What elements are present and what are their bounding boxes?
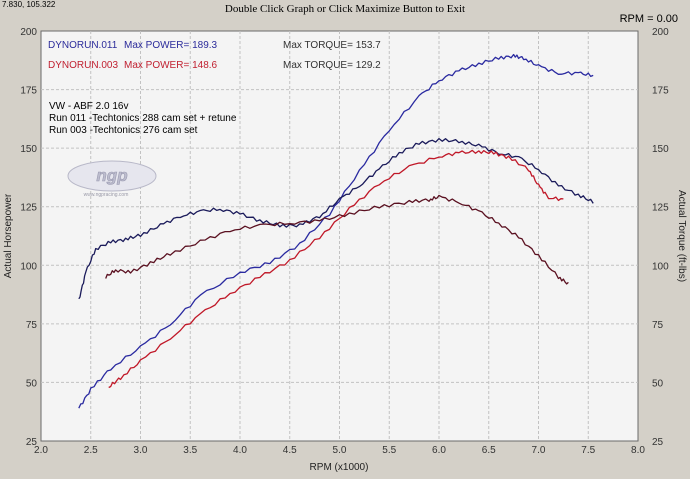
y-tick-label-right: 150 <box>652 144 669 155</box>
x-tick-label: 7.0 <box>532 445 546 456</box>
y-tick-label-left: 25 <box>26 437 38 448</box>
y-tick-label-left: 100 <box>20 261 37 272</box>
series-group <box>78 53 594 409</box>
ngp-logo: ngp www.ngpracing.com <box>67 160 157 198</box>
logo-swoosh <box>67 160 157 192</box>
note-run-003: Run 003 -Techtonics 276 cam set <box>49 125 198 136</box>
legend: DYNORUN.011 Max POWER= 189.3 Max TORQUE=… <box>48 40 381 71</box>
logo-subtext: www.ngpracing.com <box>84 192 129 198</box>
y-tick-label-left: 75 <box>26 320 38 331</box>
y-tick-label-right: 100 <box>652 261 669 272</box>
legend-run-1: DYNORUN.011 <box>48 40 118 51</box>
notes: VW - ABF 2.0 16v Run 011 -Techtonics 288… <box>49 101 237 136</box>
y-tick-label-left: 175 <box>20 86 37 97</box>
y-axis-left-label: Actual Horsepower <box>3 193 14 278</box>
rpm-readout: RPM = 0.00 <box>619 13 678 25</box>
series-line-run-011-power <box>78 53 594 409</box>
y-tick-label-right: 175 <box>652 86 669 97</box>
series-line-run-003-torque <box>105 194 569 285</box>
y-axis-right-label: Actual Torque (ft-lbs) <box>676 190 687 282</box>
y-tick-label-left: 50 <box>26 378 38 389</box>
note-run-011: Run 011 -Techtonics 288 cam set + retune <box>49 113 237 124</box>
y-tick-label-left: 150 <box>20 144 37 155</box>
series-line-run-003-power <box>108 149 564 389</box>
x-tick-label: 5.0 <box>333 445 347 456</box>
y-axis-left-ticks: 25 50 75 100 125 150 175 200 <box>20 27 37 448</box>
x-tick-label: 4.5 <box>283 445 297 456</box>
y-tick-label-left: 200 <box>20 27 37 38</box>
x-axis-ticks: 2.0 2.5 3.0 3.5 4.0 4.5 5.0 5.5 6.0 6.5 7.0 7.5 8.0 <box>34 445 645 456</box>
y-tick-label-right: 75 <box>652 320 664 331</box>
logo-text: ngp <box>96 166 127 185</box>
x-tick-label: 3.0 <box>134 445 148 456</box>
y-tick-label-right: 50 <box>652 378 664 389</box>
legend-run-2: DYNORUN.003 <box>48 60 118 71</box>
grid <box>41 31 638 441</box>
note-engine: VW - ABF 2.0 16v <box>49 101 128 112</box>
x-tick-label: 3.5 <box>183 445 197 456</box>
x-tick-label: 4.0 <box>233 445 247 456</box>
legend-power-1: Max POWER= 189.3 <box>124 40 218 51</box>
coordinate-readout: 7.830, 105.322 <box>2 0 56 9</box>
exit-hint: Double Click Graph or Click Maximize But… <box>224 3 466 15</box>
x-tick-label: 8.0 <box>631 445 645 456</box>
x-tick-label: 5.5 <box>382 445 396 456</box>
y-axis-right-ticks: 25 50 75 100 125 150 175 200 <box>652 27 669 448</box>
x-tick-label: 2.0 <box>34 445 48 456</box>
x-tick-label: 6.0 <box>432 445 446 456</box>
y-tick-label-right: 125 <box>652 203 669 214</box>
x-axis-label: RPM (x1000) <box>310 462 369 473</box>
x-tick-label: 7.5 <box>581 445 595 456</box>
y-tick-label-right: 200 <box>652 27 669 38</box>
y-tick-label-left: 125 <box>20 203 37 214</box>
legend-torque-1: Max TORQUE= 153.7 <box>283 40 381 51</box>
series-line-run-011-torque <box>78 137 594 300</box>
x-tick-label: 6.5 <box>482 445 496 456</box>
legend-power-2: Max POWER= 148.6 <box>124 60 218 71</box>
x-tick-label: 2.5 <box>84 445 98 456</box>
legend-torque-2: Max TORQUE= 129.2 <box>283 60 381 71</box>
y-tick-label-right: 25 <box>652 437 664 448</box>
